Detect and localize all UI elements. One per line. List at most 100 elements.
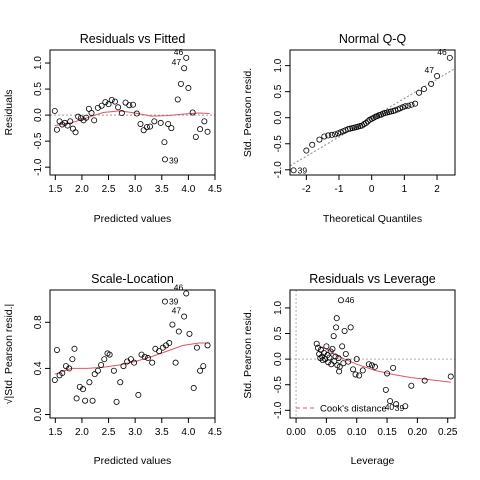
y-axis-label: Std. Pearson resid. <box>242 68 254 157</box>
data-point <box>120 363 127 370</box>
data-point <box>161 156 168 163</box>
data-point <box>356 372 363 379</box>
x-tick-label: 0.15 <box>377 427 397 438</box>
data-point <box>108 97 115 104</box>
data-point <box>190 385 197 392</box>
x-tick-label: 0.20 <box>408 427 428 438</box>
data-point <box>333 324 340 331</box>
data-point <box>363 119 370 126</box>
point-label: 40 <box>385 402 395 412</box>
data-point <box>328 361 335 368</box>
data-point <box>341 327 348 334</box>
data-point <box>151 118 158 125</box>
data-point <box>408 382 415 389</box>
data-point <box>192 133 199 140</box>
data-point <box>337 297 344 304</box>
data-point <box>140 127 147 134</box>
y-tick-label: 1.0 <box>33 56 44 70</box>
data-point <box>345 358 352 365</box>
data-point <box>365 361 372 368</box>
x-axis-label: Predicted values <box>94 455 172 467</box>
data-point <box>336 363 343 370</box>
data-point <box>115 104 122 111</box>
data-point <box>393 401 400 408</box>
data-point <box>397 105 404 112</box>
data-point <box>130 101 137 108</box>
data-point <box>382 386 389 393</box>
data-point <box>339 343 346 350</box>
data-point <box>98 102 105 109</box>
data-point <box>102 99 109 106</box>
data-point <box>340 360 347 367</box>
data-point <box>201 118 208 125</box>
y-tick-label: -1.0 <box>273 161 284 179</box>
data-point <box>147 123 154 130</box>
data-point <box>174 96 181 103</box>
point-label: 46 <box>174 282 184 292</box>
y-tick-label: -1.0 <box>273 401 284 419</box>
data-point <box>421 377 428 384</box>
x-tick-label: -1 <box>335 184 344 195</box>
point-label: 39 <box>169 155 179 165</box>
x-tick-label: 4.5 <box>208 184 222 195</box>
x-tick-label: 4.0 <box>181 184 195 195</box>
x-axis-label: Leverage <box>351 455 395 467</box>
data-point <box>387 398 394 405</box>
y-tick-label: 0.0 <box>33 407 44 421</box>
data-point <box>133 110 140 117</box>
point-label: 47 <box>172 57 182 67</box>
data-point <box>384 370 391 377</box>
point-label: 47 <box>425 65 435 75</box>
data-point <box>82 397 89 404</box>
data-point <box>161 298 168 305</box>
data-point <box>156 348 163 355</box>
data-point <box>290 167 297 174</box>
data-point <box>72 129 79 136</box>
data-point <box>53 346 60 353</box>
x-tick-label: 4.5 <box>208 427 222 438</box>
legend-cooks-distance-label: Cook's distance <box>320 404 387 415</box>
data-point <box>161 139 168 146</box>
data-point <box>88 110 95 117</box>
panel-title: Scale-Location <box>91 272 174 286</box>
data-point <box>347 125 354 132</box>
data-point <box>73 395 80 402</box>
data-point <box>328 131 335 138</box>
x-tick-label: 0 <box>369 184 375 195</box>
data-point <box>172 359 179 366</box>
point-label: 46 <box>174 47 184 57</box>
data-point <box>122 99 129 106</box>
data-point <box>200 363 207 370</box>
x-tick-label: 1.5 <box>48 184 62 195</box>
data-point <box>64 122 71 129</box>
data-point <box>144 355 151 362</box>
x-tick-label: 1 <box>402 184 408 195</box>
y-tick-label: 0.5 <box>273 84 284 98</box>
point-label: 39 <box>298 165 308 175</box>
data-point <box>309 141 316 148</box>
data-point <box>371 363 378 370</box>
x-tick-label: 2.5 <box>102 184 116 195</box>
smoother-line <box>54 342 210 375</box>
data-point <box>387 108 394 115</box>
data-point <box>316 136 323 143</box>
data-point <box>352 371 359 378</box>
data-point <box>183 54 190 61</box>
data-point <box>317 346 324 353</box>
y-tick-label: -0.5 <box>273 135 284 153</box>
data-point <box>53 126 60 133</box>
data-point <box>412 100 419 107</box>
data-point <box>71 345 78 352</box>
x-tick-label: 3.5 <box>155 427 169 438</box>
point-label: 46 <box>437 47 447 57</box>
data-point <box>110 367 117 374</box>
data-point <box>113 398 120 405</box>
x-tick-label: 0.10 <box>347 427 367 438</box>
data-point <box>80 386 87 393</box>
data-point <box>321 133 328 140</box>
x-tick-label: 2.5 <box>102 427 116 438</box>
plot-frame <box>289 289 456 419</box>
y-tick-label: 0.0 <box>273 110 284 124</box>
data-point <box>193 344 200 351</box>
data-point <box>447 373 454 380</box>
